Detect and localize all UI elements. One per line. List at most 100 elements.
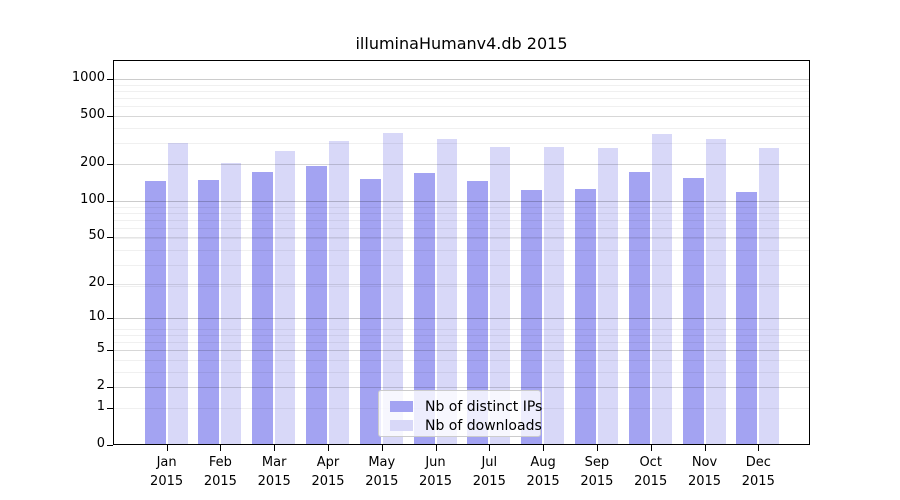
- x-tick-label: Feb 2015: [203, 455, 237, 489]
- bar-downloads-oct: [651, 133, 672, 444]
- x-tick-mark: [489, 445, 491, 451]
- y-tick-label: 10: [88, 309, 105, 324]
- bar-downloads-aug: [544, 146, 565, 444]
- gridline: [114, 97, 809, 99]
- x-tick-label: Nov 2015: [687, 455, 722, 489]
- gridline: [114, 350, 809, 352]
- y-tick-mark: [107, 115, 113, 117]
- bar-distinct-ips-mar: [252, 171, 274, 444]
- x-tick-label: Dec 2015: [741, 455, 775, 489]
- bar-downloads-feb: [221, 162, 242, 444]
- bar-distinct-ips-may: [359, 179, 381, 444]
- bar-distinct-ips-jun: [413, 173, 435, 444]
- y-tick-mark: [107, 445, 113, 446]
- gridline: [114, 200, 809, 202]
- bar-downloads-jun: [436, 138, 457, 444]
- gridline: [114, 206, 809, 208]
- bar-distinct-ips-jul: [467, 181, 489, 444]
- gridline: [114, 90, 809, 92]
- y-tick-label: 100: [80, 191, 105, 207]
- gridline: [114, 318, 809, 319]
- bar-distinct-ips-sep: [574, 188, 596, 444]
- x-tick-mark: [704, 445, 706, 451]
- y-tick-mark: [107, 164, 113, 166]
- gridline: [114, 127, 809, 129]
- y-tick-label: 1000: [71, 70, 105, 85]
- gridline: [114, 328, 809, 330]
- legend-item-downloads: Nb of downloads: [390, 417, 542, 434]
- gridline: [114, 283, 809, 285]
- x-tick-mark: [166, 445, 168, 451]
- bar-downloads-mar: [275, 151, 296, 444]
- x-tick-label: Apr 2015: [311, 455, 345, 489]
- y-tick-label: 5: [96, 341, 105, 357]
- gridline: [114, 228, 809, 230]
- x-tick-mark: [328, 445, 329, 451]
- gridline: [114, 106, 809, 108]
- gridline: [114, 142, 809, 144]
- x-tick-label: Jul 2015: [472, 455, 506, 489]
- gridline: [114, 371, 809, 373]
- legend-swatch-downloads: [390, 420, 413, 431]
- legend: Nb of distinct IPs Nb of downloads: [378, 390, 542, 437]
- gridline: [114, 164, 809, 166]
- legend-item-distinct-ips: Nb of distinct IPs: [390, 398, 542, 415]
- y-tick-mark: [107, 283, 113, 285]
- gridline: [114, 350, 809, 352]
- gridline: [114, 286, 809, 288]
- x-tick-mark: [220, 445, 222, 451]
- gridline: [114, 386, 809, 388]
- bar-distinct-ips-aug: [521, 190, 543, 444]
- bar-distinct-ips-dec: [736, 191, 758, 444]
- bar-downloads-dec: [759, 148, 780, 444]
- x-tick-mark: [758, 445, 760, 451]
- bar-distinct-ips-jan: [144, 180, 166, 444]
- bar-distinct-ips-apr: [306, 165, 327, 444]
- y-tick-mark: [107, 200, 113, 202]
- y-tick-mark: [107, 318, 113, 319]
- gridline: [114, 115, 809, 117]
- legend-label: Nb of downloads: [425, 417, 542, 434]
- gridline: [114, 219, 809, 221]
- bar-distinct-ips-feb: [198, 180, 220, 444]
- gridline: [114, 386, 809, 388]
- x-tick-label: Jan 2015: [150, 455, 184, 489]
- x-tick-mark: [435, 445, 437, 451]
- bar-downloads-may: [382, 132, 403, 444]
- x-tick-label: Mar 2015: [257, 455, 291, 489]
- gridline: [114, 264, 809, 266]
- x-tick-label: May 2015: [365, 455, 399, 489]
- gridline: [114, 115, 809, 117]
- gridline: [114, 164, 809, 166]
- gridline: [114, 84, 809, 86]
- bar-downloads-nov: [705, 138, 726, 444]
- x-tick-mark: [596, 445, 598, 451]
- gridline: [114, 359, 809, 361]
- bar-downloads-sep: [597, 148, 618, 444]
- gridline: [114, 237, 809, 239]
- y-tick-mark: [107, 350, 113, 352]
- x-tick-label: Oct 2015: [634, 455, 668, 489]
- x-tick-label: Sep 2015: [580, 455, 614, 489]
- bar-downloads-jul: [490, 147, 511, 444]
- y-tick-label: 0: [96, 436, 105, 451]
- y-tick-mark: [107, 386, 113, 388]
- gridline: [114, 334, 809, 336]
- y-tick-label: 500: [80, 106, 105, 122]
- chart-title: illuminaHumanv4.db 2015: [355, 34, 568, 53]
- gridline: [114, 79, 809, 80]
- gridline: [114, 341, 809, 343]
- x-tick-mark: [650, 445, 652, 451]
- y-tick-mark: [107, 236, 113, 238]
- y-tick-label: 2: [96, 377, 105, 393]
- y-tick-label: 50: [88, 227, 105, 243]
- bar-downloads-apr: [329, 140, 349, 444]
- y-tick-label: 1: [96, 399, 105, 415]
- x-tick-mark: [274, 445, 276, 451]
- gridline: [114, 249, 809, 251]
- gridline: [114, 236, 809, 238]
- y-tick-label: 20: [88, 274, 105, 290]
- y-tick-mark: [107, 79, 113, 80]
- x-tick-mark: [543, 445, 545, 451]
- y-tick-label: 200: [80, 155, 105, 171]
